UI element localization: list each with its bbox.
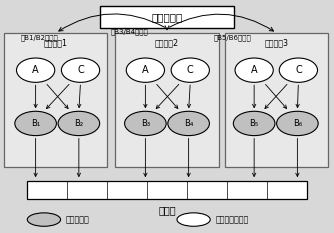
Text: A: A (251, 65, 258, 75)
Ellipse shape (15, 111, 56, 136)
Ellipse shape (279, 58, 318, 82)
Ellipse shape (61, 58, 100, 82)
Bar (4, 33, 107, 168)
Text: B₄: B₄ (184, 119, 193, 128)
Text: A: A (142, 65, 149, 75)
Text: 数据库: 数据库 (158, 205, 176, 215)
Text: A: A (32, 65, 39, 75)
Bar (101, 7, 233, 28)
Text: B₁: B₁ (31, 119, 40, 128)
Ellipse shape (171, 58, 209, 82)
Text: C: C (77, 65, 84, 75)
Text: C: C (187, 65, 194, 75)
Text: 至B5/B6的请求: 至B5/B6的请求 (213, 34, 251, 41)
Text: B₅: B₅ (249, 119, 259, 128)
Text: 中央控制器: 中央控制器 (151, 13, 183, 23)
Bar (116, 33, 218, 168)
Ellipse shape (235, 58, 273, 82)
Bar (27, 181, 307, 199)
Bar (225, 33, 328, 168)
Text: B₂: B₂ (74, 119, 84, 128)
Text: 至B3/B4的请求: 至B3/B4的请求 (111, 29, 148, 35)
Ellipse shape (126, 58, 165, 82)
Text: 物理节点2: 物理节点2 (155, 38, 179, 47)
Ellipse shape (125, 111, 166, 136)
Text: B₃: B₃ (141, 119, 150, 128)
Text: 物理节点3: 物理节点3 (265, 38, 289, 47)
Ellipse shape (168, 111, 209, 136)
Text: 物理节点1: 物理节点1 (43, 38, 67, 47)
Ellipse shape (177, 213, 210, 226)
Ellipse shape (277, 111, 318, 136)
Text: B₆: B₆ (293, 119, 302, 128)
Ellipse shape (233, 111, 275, 136)
Text: ：数据划分: ：数据划分 (65, 215, 89, 224)
Ellipse shape (58, 111, 100, 136)
Text: ：不可划分组件: ：不可划分组件 (215, 215, 248, 224)
Ellipse shape (16, 58, 55, 82)
Text: C: C (295, 65, 302, 75)
Ellipse shape (27, 213, 60, 226)
Text: 至B1/B2的请求: 至B1/B2的请求 (21, 34, 58, 41)
